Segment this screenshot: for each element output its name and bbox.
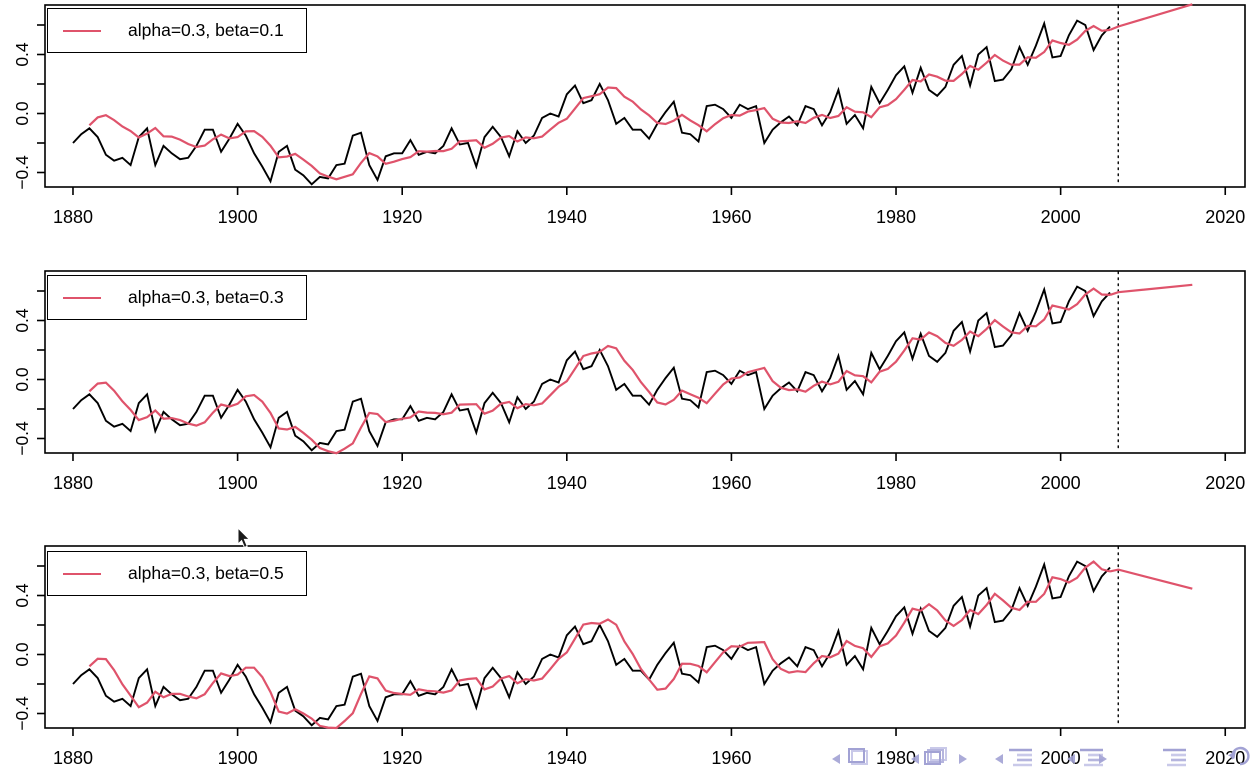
x-tick-label: 1980 [876, 207, 916, 227]
x-tick-label: 2000 [1041, 207, 1081, 227]
observed-series-line [72, 285, 1111, 452]
holt-fitted-line [88, 560, 1111, 730]
y-tick-label: 0.4 [12, 42, 32, 67]
hw-plot-panel-3: −0.4 0.0 0.4 1880 1900 1920 1940 1960 1980 2000 20… [0, 545, 1252, 779]
nav-next-frame-icon[interactable] [958, 752, 968, 770]
x-tick-label: 1960 [711, 748, 751, 768]
nav-slide-icon[interactable] [847, 747, 869, 772]
y-tick-label: 0.0 [12, 367, 32, 392]
legend-line-sample [63, 572, 101, 575]
y-tick-label: 0.0 [12, 101, 32, 126]
legend-box-1: alpha=0.3, beta=0.1 [47, 8, 307, 53]
panel-1-canvas: −0.4 0.0 0.4 1880 1900 1920 1940 1960 1980 2000 20… [12, 3, 1246, 227]
holt-fitted-line [88, 287, 1111, 455]
nav-prev-section-icon[interactable] [1066, 752, 1076, 770]
nav-subsection-icon[interactable] [1007, 747, 1033, 772]
plot-box [44, 545, 1246, 729]
holt-fitted-line [88, 24, 1111, 181]
x-tick-label: 1920 [382, 207, 422, 227]
nav-next-section-icon[interactable] [1098, 752, 1108, 770]
legend-label: alpha=0.3, beta=0.1 [128, 20, 284, 40]
nav-prev-subsection-icon[interactable] [994, 752, 1004, 770]
y-tick-label: −0.4 [12, 421, 32, 456]
x-tick-label: 2000 [1041, 473, 1081, 493]
x-tick-label: 1920 [382, 748, 422, 768]
y-tick-label: −0.4 [12, 696, 32, 731]
plot-box [44, 270, 1246, 454]
holt-forecast-line [1109, 283, 1193, 296]
legend-label: alpha=0.3, beta=0.3 [128, 287, 284, 307]
nav-presentation-icon[interactable] [1161, 747, 1187, 772]
x-tick-label: 1880 [53, 748, 93, 768]
hw-plot-panel-1: −0.4 0.0 0.4 1880 1900 1920 1940 1960 1980 2000 20… [0, 3, 1252, 250]
x-tick-label: 1960 [711, 473, 751, 493]
x-tick-label: 2020 [1205, 207, 1245, 227]
nav-frames-icon[interactable] [922, 745, 948, 772]
x-tick-label: 1900 [218, 748, 258, 768]
x-tick-label: 1880 [53, 473, 93, 493]
x-tick-label: 1960 [711, 207, 751, 227]
legend-line-sample [63, 29, 101, 32]
x-tick-label: 1940 [547, 748, 587, 768]
legend-label: alpha=0.3, beta=0.5 [128, 563, 284, 583]
nav-prev-slide-icon[interactable] [831, 752, 841, 770]
x-tick-label: 1900 [218, 207, 258, 227]
x-tick-label: 2000 [1041, 748, 1081, 768]
panel-2-canvas: −0.4 0.0 0.4 1880 1900 1920 1940 1960 1980 2000 20… [12, 270, 1246, 493]
x-tick-label: 2020 [1205, 473, 1245, 493]
legend-line-sample [63, 296, 101, 299]
observed-series-line [72, 560, 1111, 727]
x-tick-label: 1920 [382, 473, 422, 493]
mouse-cursor [237, 526, 253, 555]
x-tick-label: 1900 [218, 473, 258, 493]
nav-back-icon[interactable] [1228, 744, 1252, 773]
plot-box [44, 4, 1246, 188]
hw-plot-panel-2: −0.4 0.0 0.4 1880 1900 1920 1940 1960 1980 2000 20… [0, 270, 1252, 516]
y-tick-label: 0.4 [12, 583, 32, 608]
nav-prev-frame-icon[interactable] [910, 752, 920, 770]
observed-series-line [72, 19, 1111, 186]
y-tick-label: −0.4 [12, 155, 32, 190]
x-tick-label: 1880 [53, 207, 93, 227]
x-tick-label: 1940 [547, 207, 587, 227]
legend-box-3: alpha=0.3, beta=0.5 [47, 551, 307, 596]
x-tick-label: 1940 [547, 473, 587, 493]
x-tick-label: 1980 [876, 748, 916, 768]
x-tick-label: 1980 [876, 473, 916, 493]
y-tick-label: 0.0 [12, 642, 32, 667]
holt-forecast-line [1109, 568, 1193, 590]
y-tick-label: 0.4 [12, 308, 32, 333]
legend-box-2: alpha=0.3, beta=0.3 [47, 275, 307, 320]
holt-forecast-line [1109, 3, 1193, 31]
